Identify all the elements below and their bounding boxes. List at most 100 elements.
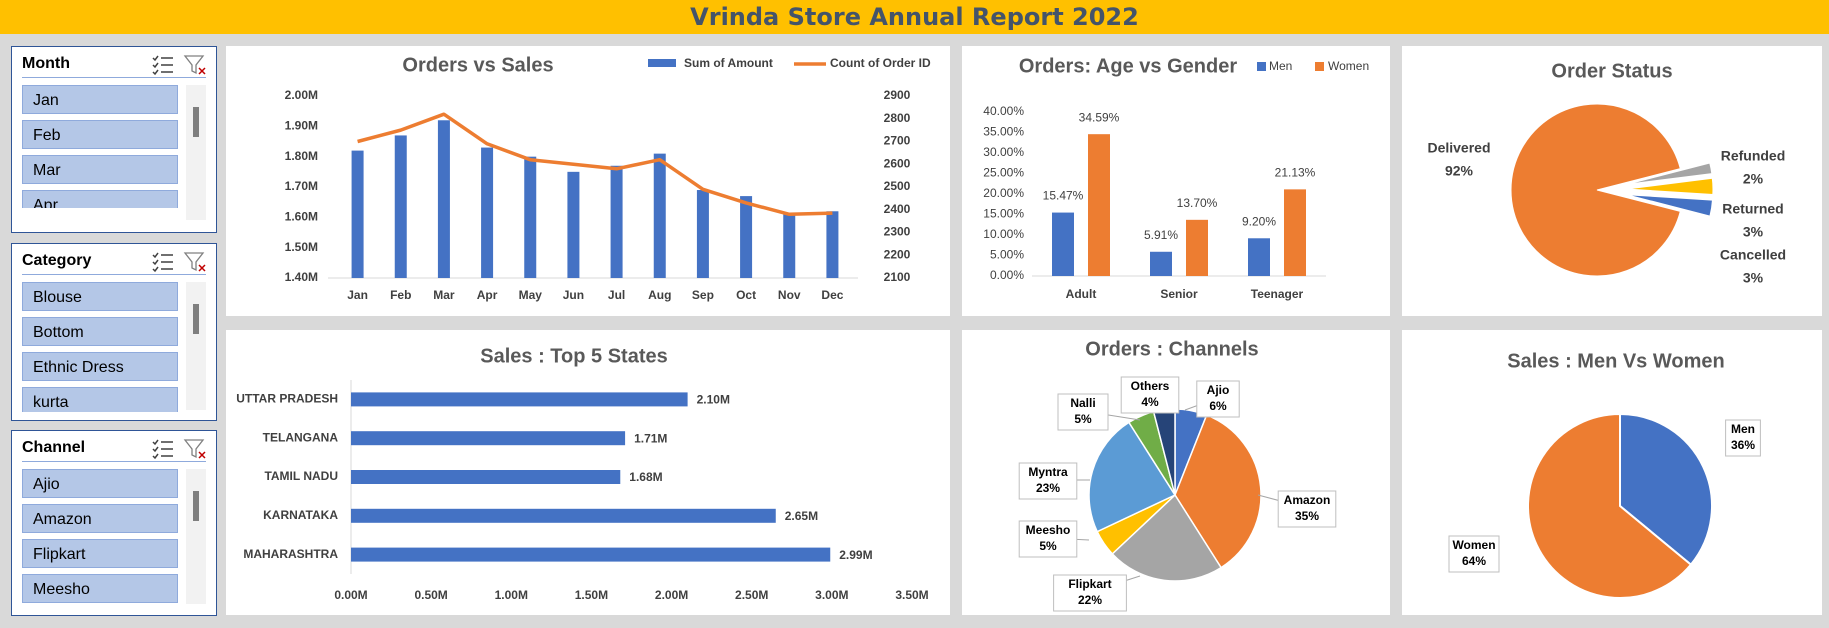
slice-label: Amazon — [1284, 493, 1331, 507]
slice-label: 92% — [1445, 163, 1474, 179]
y-left-tick-label: 1.50M — [285, 240, 318, 254]
slicer-item[interactable]: Mar — [22, 155, 178, 184]
slicer-item[interactable]: kurta — [22, 387, 178, 412]
y-right-tick-label: 2200 — [884, 247, 911, 261]
x-tick-label: Dec — [821, 288, 843, 302]
data-label: 34.59% — [1079, 110, 1120, 124]
slice-label: Meesho — [1026, 523, 1071, 537]
x-tick-label: 1.00M — [495, 588, 528, 602]
x-tick-label: Sep — [692, 288, 714, 302]
x-tick-label: Jan — [347, 288, 368, 302]
sales-bar — [567, 171, 580, 278]
age-gender-bar — [1248, 238, 1270, 276]
slicer-title: Category — [22, 252, 92, 269]
y-tick-label: 10.00% — [983, 227, 1024, 241]
slicer-items: Blouse Bottom Ethnic Dress kurta — [22, 282, 180, 412]
sales-bar — [696, 190, 709, 278]
sales-bar — [653, 153, 666, 278]
slicer-item[interactable]: Ajio — [22, 469, 178, 498]
slice-label: 64% — [1462, 554, 1486, 568]
category-slicer[interactable]: Category Blouse Bottom Ethnic Dress kurt… — [11, 243, 217, 421]
slice-label: 5% — [1074, 412, 1092, 426]
slicer-item[interactable]: Blouse — [22, 282, 178, 311]
y-tick-label: UTTAR PRADESH — [236, 392, 338, 406]
slicer-item[interactable]: Feb — [22, 120, 178, 149]
slicer-scrollbar[interactable] — [186, 469, 206, 604]
order-status-chart: Order Status Delivered 92% Refunded 2% Return… — [1427, 60, 1786, 285]
slicer-item[interactable]: Jan — [22, 85, 178, 114]
slice-label: Men — [1731, 422, 1755, 436]
slicer-header: Month — [22, 53, 206, 78]
x-tick-label: Apr — [477, 288, 498, 302]
slicer-item[interactable]: Apr — [22, 190, 178, 208]
scrollbar-thumb[interactable] — [193, 491, 199, 521]
y-tick-label: 30.00% — [983, 145, 1024, 159]
data-label: 2.65M — [785, 509, 818, 523]
data-label-box — [1018, 520, 1078, 558]
clear-filter-icon[interactable] — [183, 250, 207, 274]
slicer-item[interactable]: Bottom — [22, 317, 178, 346]
sales-bar — [524, 156, 537, 278]
legend-label: Count of Order ID — [830, 56, 931, 70]
age-gender-chart: Orders: Age vs Gender 40.00% 35.00% 30.00% 2… — [983, 55, 1369, 301]
y-left-tick-label: 1.70M — [285, 179, 318, 193]
x-tick-label: Senior — [1160, 287, 1198, 301]
multi-select-icon[interactable] — [151, 53, 175, 77]
y-tick-label: 0.00% — [990, 268, 1024, 282]
slicer-scrollbar[interactable] — [186, 282, 206, 410]
clear-filter-icon[interactable] — [183, 437, 207, 461]
slicer-item[interactable]: Amazon — [22, 504, 178, 533]
orders-vs-sales-chart: Orders vs Sales 2.00M 1.90M 1.80M 1.70M 1.60M… — [285, 54, 931, 302]
sales-bar — [610, 165, 623, 278]
x-tick-label: Adult — [1066, 287, 1097, 301]
y-right-tick-label: 2100 — [884, 270, 911, 284]
data-label-box — [1018, 462, 1078, 500]
y-right-tick-label: 2600 — [884, 156, 911, 170]
x-tick-label: Jun — [563, 288, 584, 302]
age-gender-bar — [1088, 134, 1110, 276]
x-tick-label: Mar — [433, 288, 455, 302]
multi-select-icon[interactable] — [151, 250, 175, 274]
slice-label: 2% — [1743, 171, 1764, 187]
channel-slicer[interactable]: Channel Ajio Amazon Flipkart Meesho — [11, 430, 217, 616]
slice-label: Flipkart — [1068, 577, 1111, 591]
slicer-items: Jan Feb Mar Apr — [22, 85, 180, 208]
report-title-bar: Vrinda Store Annual Report 2022 — [0, 0, 1829, 34]
month-slicer[interactable]: Month Jan Feb Mar Apr — [11, 46, 217, 233]
data-label: 9.20% — [1242, 214, 1276, 228]
slicer-scrollbar[interactable] — [186, 85, 206, 220]
top-states-chart: Sales : Top 5 States UTTAR PRADESH 2.10M TE… — [236, 345, 928, 602]
data-label: 2.10M — [697, 393, 730, 407]
multi-select-icon[interactable] — [151, 437, 175, 461]
legend-swatch — [1315, 62, 1324, 71]
slicer-item[interactable]: Flipkart — [22, 539, 178, 568]
chart-title: Sales : Top 5 States — [480, 345, 667, 367]
x-tick-label: 3.50M — [895, 588, 928, 602]
slicer-item[interactable]: Ethnic Dress — [22, 352, 178, 381]
data-label: 15.47% — [1043, 189, 1084, 203]
report-title: Vrinda Store Annual Report 2022 — [690, 3, 1139, 31]
clear-filter-icon[interactable] — [183, 53, 207, 77]
pie-slice — [1527, 412, 1693, 599]
state-bar — [351, 392, 688, 407]
scrollbar-thumb[interactable] — [193, 304, 199, 334]
slicer-header: Channel — [22, 437, 206, 462]
state-bar — [351, 547, 831, 562]
data-label: 2.99M — [839, 548, 872, 562]
slicer-title: Month — [22, 55, 70, 72]
legend-label: Sum of Amount — [684, 56, 773, 70]
slice-label: Refunded — [1721, 148, 1786, 164]
slicer-item[interactable]: Meesho — [22, 574, 178, 603]
x-tick-label: Jul — [608, 288, 625, 302]
sales-bar — [394, 135, 407, 278]
y-tick-label: TAMIL NADU — [264, 469, 338, 483]
scrollbar-thumb[interactable] — [193, 107, 199, 137]
pie-slice — [1619, 412, 1713, 567]
chart-title: Order Status — [1551, 60, 1672, 82]
state-bar — [351, 470, 621, 484]
channels-panel: Orders : Channels Ajio 6% Amazon 35% Flipkart… — [962, 330, 1390, 615]
y-tick-label: 25.00% — [983, 166, 1024, 180]
men-women-chart: Sales : Men Vs Women Men 36% Women 64% — [1448, 350, 1761, 599]
x-tick-label: Nov — [778, 288, 801, 302]
pie-slice — [1626, 162, 1713, 185]
